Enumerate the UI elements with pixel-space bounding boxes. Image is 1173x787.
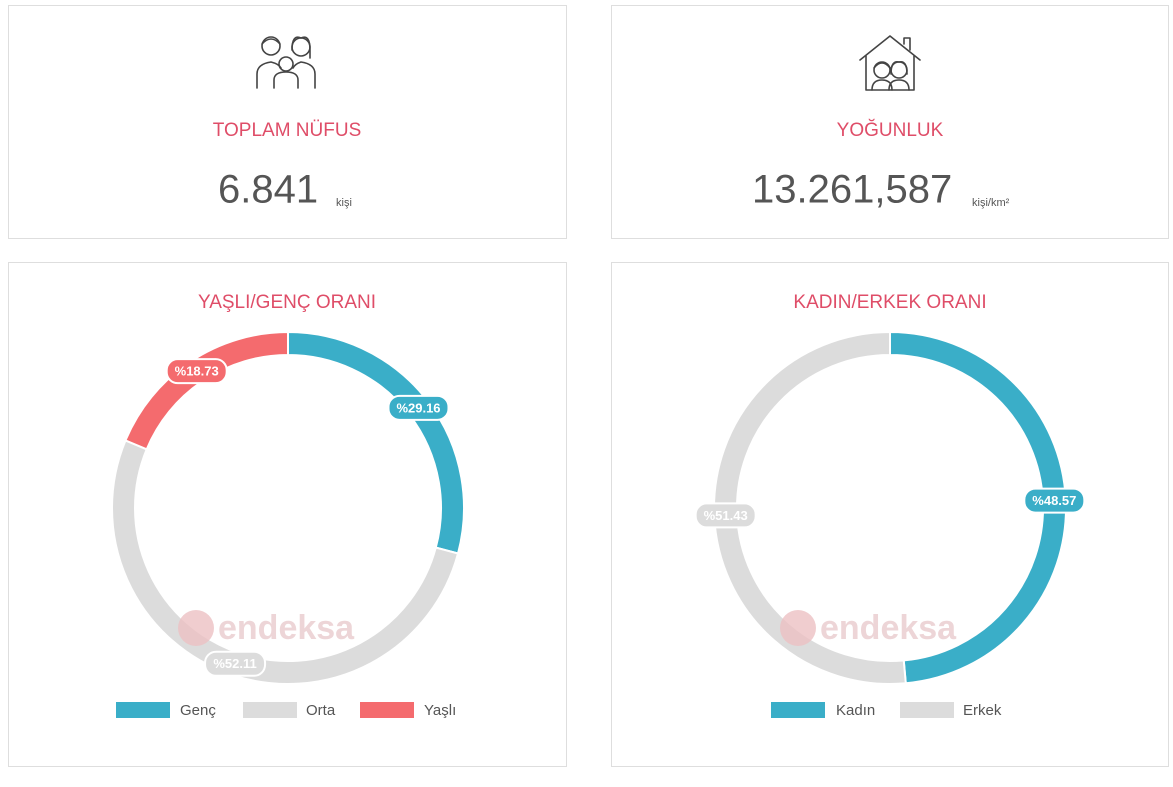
legend-label: Kadın xyxy=(836,702,875,719)
family-icon xyxy=(256,36,316,89)
stat-card xyxy=(611,5,1169,239)
watermark: endeksa xyxy=(218,609,355,647)
watermark-logo xyxy=(178,610,214,646)
legend-swatch xyxy=(116,702,170,718)
value-label: %52.11 xyxy=(204,650,267,677)
watermark: endeksa xyxy=(820,609,957,647)
label-pill xyxy=(165,358,228,385)
stat-card xyxy=(8,5,567,239)
card-unit: kişi/km² xyxy=(972,197,1010,209)
chart-title: KADIN/ERKEK ORANI xyxy=(793,292,986,313)
label-text: %18.73 xyxy=(175,364,219,379)
legend-label: Yaşlı xyxy=(424,702,456,719)
card-value: 13.261,587 xyxy=(752,168,952,212)
value-label: %18.73 xyxy=(165,358,228,385)
card-title: TOPLAM NÜFUS xyxy=(213,120,362,141)
label-pill xyxy=(204,650,267,677)
house-icon xyxy=(859,35,921,91)
card-title: YOĞUNLUK xyxy=(837,119,944,141)
value-label: %29.16 xyxy=(387,394,450,421)
legend-swatch xyxy=(360,702,414,718)
label-text: %52.11 xyxy=(213,656,256,671)
value-label: %51.43 xyxy=(694,502,757,529)
card-value: 6.841 xyxy=(218,168,318,212)
watermark-logo xyxy=(780,610,816,646)
card-unit: kişi xyxy=(336,197,352,209)
legend-label: Erkek xyxy=(963,702,1002,719)
donut-segment xyxy=(124,330,289,451)
value-label: %48.57 xyxy=(1023,487,1086,514)
legend-label: Orta xyxy=(306,702,336,719)
label-pill xyxy=(694,502,757,529)
legend-swatch xyxy=(900,702,954,718)
label-pill xyxy=(387,394,450,421)
legend-swatch xyxy=(771,702,825,718)
label-pill xyxy=(1023,487,1086,514)
legend-swatch xyxy=(243,702,297,718)
legend-label: Genç xyxy=(180,702,216,719)
label-text: %29.16 xyxy=(396,400,440,415)
label-text: %48.57 xyxy=(1032,493,1076,508)
chart-title: YAŞLI/GENÇ ORANI xyxy=(198,292,376,313)
donut-segment xyxy=(713,330,907,685)
label-text: %51.43 xyxy=(704,508,748,523)
